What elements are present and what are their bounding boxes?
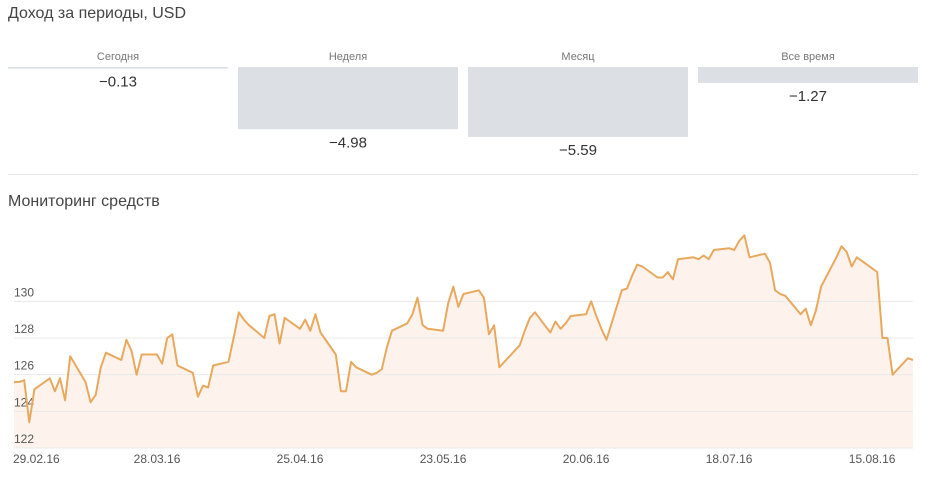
period-label: Неделя: [329, 51, 367, 63]
x-tick-label: 18.07.16: [706, 452, 753, 466]
bar: [8, 67, 228, 69]
x-tick-label: 23.05.16: [420, 452, 467, 466]
bar: [238, 67, 458, 130]
x-tick-label: 20.06.16: [563, 452, 610, 466]
bar: [468, 67, 688, 137]
line: [14, 234, 914, 424]
y-tick-label: 122: [14, 432, 34, 446]
area: [14, 235, 913, 448]
y-tick-label: 130: [14, 285, 34, 299]
y-tick-label: 124: [14, 395, 34, 409]
period-label: Месяц: [561, 51, 595, 63]
value-label: −5.59: [559, 142, 597, 159]
y-tick-label: 128: [14, 322, 34, 336]
x-tick-label: 29.02.16: [13, 452, 60, 466]
value-label: −0.13: [99, 74, 137, 91]
period-label: Сегодня: [97, 51, 139, 63]
value-label: −1.27: [789, 88, 827, 105]
monitoring-title: Мониторинг средств: [8, 193, 160, 210]
x-tick-label: 15.08.16: [849, 452, 896, 466]
period-label: Все время: [781, 51, 835, 63]
x-tick-label: 28.03.16: [134, 452, 181, 466]
value-label: −4.98: [329, 134, 367, 151]
y-tick-label: 126: [14, 359, 34, 373]
bar: [698, 67, 918, 83]
x-tick-label: 25.04.16: [277, 452, 324, 466]
income-title: Доход за периоды, USD: [8, 5, 186, 22]
